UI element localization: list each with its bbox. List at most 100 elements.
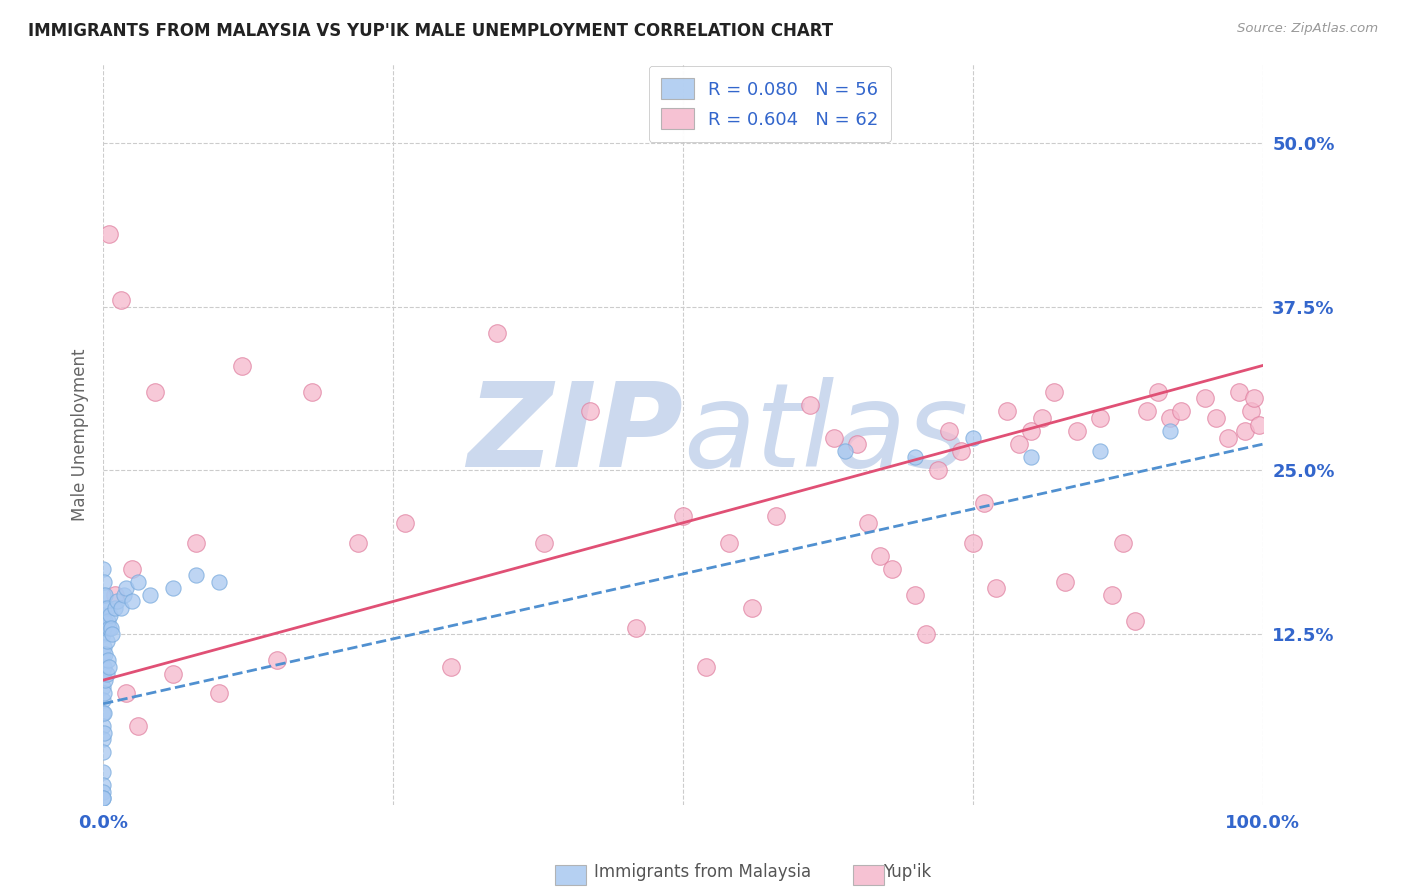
Point <box>100 621 122 635</box>
Text: atlas: atlas <box>683 377 967 491</box>
Point <box>115 582 138 596</box>
Point <box>347 535 370 549</box>
Text: ZIP: ZIP <box>467 376 683 491</box>
Point <box>1112 535 1135 549</box>
Point <box>1008 437 1031 451</box>
Point <box>93 725 115 739</box>
Text: Immigrants from Malaysia: Immigrants from Malaysia <box>595 863 811 881</box>
Point <box>104 588 127 602</box>
Point <box>91 784 114 798</box>
Point <box>93 660 115 674</box>
Point <box>91 627 114 641</box>
Point <box>869 549 891 563</box>
Point <box>533 535 555 549</box>
Point <box>97 660 120 674</box>
Point <box>962 535 984 549</box>
Point <box>579 404 602 418</box>
Point <box>127 574 149 589</box>
Point <box>1031 411 1053 425</box>
Point <box>110 293 132 307</box>
Point <box>91 764 114 779</box>
Point <box>1243 392 1265 406</box>
Point <box>93 686 115 700</box>
Point <box>91 706 114 720</box>
Point <box>880 562 903 576</box>
Point <box>904 450 927 465</box>
Point <box>91 607 114 622</box>
Point <box>91 745 114 759</box>
Point <box>101 627 124 641</box>
Text: Source: ZipAtlas.com: Source: ZipAtlas.com <box>1237 22 1378 36</box>
Point <box>94 647 117 661</box>
Point <box>962 431 984 445</box>
Point <box>1234 424 1257 438</box>
Point <box>231 359 253 373</box>
Point <box>915 627 938 641</box>
Text: Yup'ik: Yup'ik <box>883 863 931 881</box>
Point <box>112 588 135 602</box>
Point <box>301 384 323 399</box>
Text: IMMIGRANTS FROM MALAYSIA VS YUP'IK MALE UNEMPLOYMENT CORRELATION CHART: IMMIGRANTS FROM MALAYSIA VS YUP'IK MALE … <box>28 22 834 40</box>
Point <box>127 719 149 733</box>
Point <box>97 227 120 242</box>
Point <box>97 614 120 628</box>
Point <box>208 686 231 700</box>
Y-axis label: Male Unemployment: Male Unemployment <box>72 348 89 521</box>
Point <box>1240 404 1263 418</box>
Point <box>91 680 114 694</box>
Point <box>1227 384 1250 399</box>
Point <box>834 443 856 458</box>
Point <box>1066 424 1088 438</box>
Point <box>105 594 128 608</box>
Point <box>927 463 949 477</box>
Point <box>96 666 118 681</box>
Point <box>1054 574 1077 589</box>
Point <box>1123 614 1146 628</box>
Point <box>91 791 114 805</box>
Point <box>91 693 114 707</box>
Point <box>858 516 880 530</box>
Point <box>97 621 120 635</box>
Point <box>91 666 114 681</box>
Point <box>741 601 763 615</box>
Point <box>845 437 868 451</box>
Point <box>93 706 115 720</box>
Point <box>1170 404 1192 418</box>
Point <box>718 535 741 549</box>
Point <box>1043 384 1066 399</box>
Point <box>1090 411 1112 425</box>
Point <box>91 562 114 576</box>
Point <box>1019 450 1042 465</box>
Point <box>208 574 231 589</box>
Point <box>110 601 132 615</box>
Point <box>1019 424 1042 438</box>
Point <box>93 640 115 655</box>
Point <box>94 588 117 602</box>
Point <box>440 660 463 674</box>
Point <box>695 660 717 674</box>
Legend: R = 0.080   N = 56, R = 0.604   N = 62: R = 0.080 N = 56, R = 0.604 N = 62 <box>648 66 891 142</box>
Point <box>486 326 509 340</box>
Point <box>121 562 143 576</box>
Point <box>1159 424 1181 438</box>
Point <box>91 778 114 792</box>
Point <box>1216 431 1239 445</box>
Point <box>904 588 927 602</box>
Point <box>1147 384 1170 399</box>
Point <box>184 535 207 549</box>
Point <box>96 633 118 648</box>
Point <box>1159 411 1181 425</box>
Point <box>394 516 416 530</box>
Point <box>997 404 1019 418</box>
Point <box>93 574 115 589</box>
Point <box>823 431 845 445</box>
Point <box>984 582 1007 596</box>
Point <box>1136 404 1159 418</box>
Point <box>1090 443 1112 458</box>
Point <box>938 424 960 438</box>
Point <box>143 384 166 399</box>
Point <box>138 588 160 602</box>
Point <box>626 621 648 635</box>
Point <box>672 509 695 524</box>
Point <box>973 496 995 510</box>
